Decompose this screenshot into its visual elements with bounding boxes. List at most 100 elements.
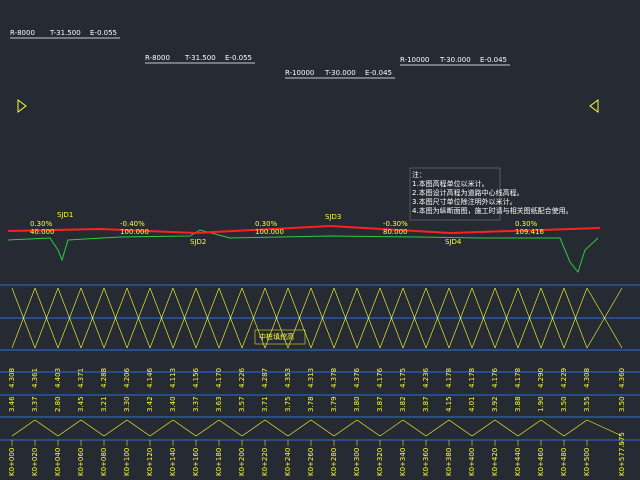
grade-length: 80.000	[383, 228, 408, 236]
curve-param: E-0.045	[480, 56, 507, 64]
curve-param: E-0.055	[90, 29, 117, 37]
grade-zigzag	[103, 419, 128, 437]
grade-zigzag	[34, 419, 59, 437]
note: 4.本图为纵断面图，施工时请与相关图纸配合使用。	[412, 206, 573, 215]
curve-param: R-8000	[10, 29, 35, 37]
table-diagonal	[11, 287, 36, 349]
ground-elevation: 1.90	[537, 396, 545, 412]
station-label: K0+480	[560, 448, 568, 476]
ground-elevation: 3.37	[31, 396, 39, 412]
station-label: K0+360	[422, 448, 430, 476]
grade-zigzag	[287, 419, 312, 437]
table-note: 中桩填挖高	[259, 332, 294, 341]
ground-elevation: 3.42	[146, 396, 154, 412]
table-grid	[0, 284, 640, 441]
design-elevation: 4.378	[330, 368, 338, 388]
station-label: K0+220	[261, 448, 269, 476]
station-label: K0+380	[445, 448, 453, 476]
design-elevation: 4.156	[192, 367, 200, 388]
grade-percent: -0.40%	[120, 220, 145, 228]
table-diagonal	[172, 287, 197, 349]
design-elevation: 4.290	[537, 368, 545, 388]
design-elevation: 4.287	[261, 368, 269, 388]
table-diagonal	[494, 287, 519, 349]
table-diagonal	[80, 287, 105, 349]
ground-elevation: 3.55	[583, 396, 591, 412]
table-diagonal	[379, 287, 404, 349]
notes-box	[409, 167, 501, 221]
table-diagonal	[517, 287, 542, 349]
grade-zigzag	[126, 419, 151, 437]
ground-elevation: 3.37	[192, 396, 200, 412]
design-elevation: 4.353	[284, 368, 292, 388]
grade-zigzag	[448, 419, 473, 437]
table-diagonal	[540, 287, 565, 349]
curve-param: R-10000	[285, 69, 314, 77]
ground-elevation: 3.21	[100, 396, 108, 412]
table-note-box	[254, 329, 306, 345]
ground-elevation: 4.15	[445, 396, 453, 412]
station-label: K0+260	[307, 448, 315, 476]
ground-elevation: 3.80	[353, 396, 361, 412]
curve-param: T-30.000	[439, 56, 471, 64]
design-elevation: 4.178	[514, 368, 522, 388]
grade-percent: -0.30%	[383, 220, 408, 228]
table-diagonal	[333, 287, 358, 349]
ground-elevation: 4.01	[468, 396, 476, 412]
station-label: K0+020	[31, 448, 39, 476]
grade-zigzag	[356, 419, 381, 437]
table-diagonal	[218, 287, 243, 349]
ground-elevation: 3.87	[422, 396, 430, 412]
table-diagonal	[195, 287, 220, 349]
design-elevation: 4.176	[491, 367, 499, 388]
design-elevation: 4.226	[238, 367, 246, 388]
table-diagonal	[448, 287, 473, 349]
grade-zigzag	[264, 419, 289, 437]
grade-zigzag	[379, 419, 404, 437]
table-diagonal	[310, 287, 335, 349]
ground-elevation: 3.63	[215, 396, 223, 412]
grade-length: 109.416	[515, 228, 544, 236]
station-label: K0+180	[215, 448, 223, 476]
station-label: K0+160	[192, 448, 200, 476]
ground-elevation: 3.46	[8, 396, 16, 412]
point-label: SJD4	[445, 238, 462, 246]
station-label: K0+140	[169, 448, 177, 476]
curve-param: E-0.045	[365, 69, 392, 77]
grade-zigzag	[57, 419, 82, 437]
station-label: K0+440	[514, 448, 522, 476]
grade-zigzag	[172, 419, 197, 437]
station-label: K0+240	[284, 448, 292, 476]
table-diagonal	[264, 287, 289, 349]
table-diagonal	[287, 287, 312, 349]
grade-length: 40.000	[30, 228, 55, 236]
design-elevation: 4.178	[445, 368, 453, 388]
note: 3.本图尺寸单位除注明外以米计。	[412, 197, 517, 206]
design-elevation: 4.288	[100, 368, 108, 388]
station-label: K0+320	[376, 448, 384, 476]
curve-param: T-30.000	[324, 69, 356, 77]
table-diagonal	[356, 287, 381, 349]
station-label: K0+400	[468, 448, 476, 476]
station-label: K0+040	[54, 448, 62, 476]
note: 注：	[412, 170, 426, 179]
curve-param: E-0.055	[225, 54, 252, 62]
ground-elevation: 3.87	[376, 396, 384, 412]
table-diagonal	[57, 287, 82, 349]
grade-zigzag	[425, 419, 450, 437]
design-elevation: 4.308	[8, 368, 16, 388]
design-elevation: 4.361	[31, 368, 39, 388]
ground-elevation: 3.79	[330, 396, 338, 412]
design-elevation: 4.371	[77, 368, 85, 388]
ground-elevation: 3.75	[284, 396, 292, 412]
grade-percent: 0.30%	[255, 220, 278, 228]
grade-zigzag	[310, 419, 335, 437]
note: 1.本图高程单位以米计。	[412, 179, 489, 188]
design-elevation: 4.146	[146, 367, 154, 388]
grade-zigzag	[540, 419, 565, 437]
point-label: SJD2	[190, 238, 206, 246]
ground-elevation: 3.40	[169, 396, 177, 412]
station-label: K0+100	[123, 448, 131, 476]
design-elevation: 4.308	[583, 368, 591, 388]
grade-percent: 0.30%	[30, 220, 53, 228]
